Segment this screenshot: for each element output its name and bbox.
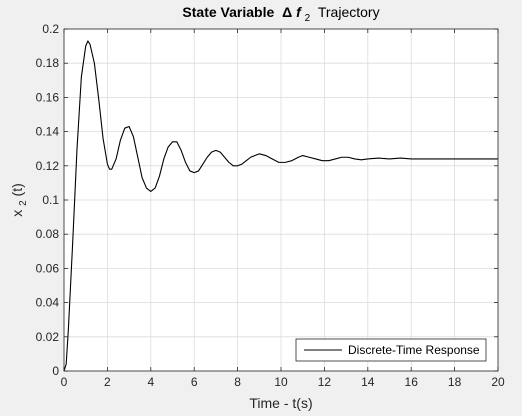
x-tick-label: 10 <box>274 375 288 389</box>
y-axis-label-base: x <box>9 210 25 217</box>
y-tick-label: 0.12 <box>36 159 60 173</box>
x-tick-label: 4 <box>147 375 154 389</box>
y-tick-label: 0.02 <box>36 330 60 344</box>
y-tick-label: 0.04 <box>36 296 60 310</box>
series-line-discrete-time-response <box>63 40 498 372</box>
chart-title-subscript: 2 <box>305 13 311 24</box>
y-tick-label: 0.1 <box>42 193 59 207</box>
y-tick-label: 0 <box>52 364 59 378</box>
tick-layer: 0 2 4 6 8 10 12 14 16 18 20 0 0.02 0.04 0.06 0.08 0.1 0.1… <box>36 22 505 389</box>
y-tick-label: 0.08 <box>36 227 60 241</box>
y-tick-label: 0.14 <box>36 125 60 139</box>
x-axis-label: Time - t(s) <box>249 395 312 411</box>
x-tick-label: 12 <box>318 375 332 389</box>
x-tick-label: 14 <box>361 375 375 389</box>
x-tick-label: 2 <box>104 375 111 389</box>
x-tick-label: 18 <box>448 375 462 389</box>
chart-title-bold: State Variable <box>182 4 274 20</box>
y-axis-label-subscript: 2 <box>18 200 29 206</box>
x-tick-label: 20 <box>491 375 505 389</box>
legend-box <box>295 338 487 362</box>
y-axis-label-suffix: (t) <box>9 183 25 196</box>
chart-title-rest: Trajectory <box>318 4 380 20</box>
x-tick-label: 6 <box>191 375 198 389</box>
legend-entry-label: Discrete-Time Response <box>348 343 480 357</box>
y-axis-label: x 2 (t) <box>9 183 29 217</box>
y-tick-label: 0.18 <box>36 56 60 70</box>
chart-title: State Variable Δ f 2 Trajectory <box>182 4 379 24</box>
y-tick-label: 0.2 <box>42 22 59 36</box>
chart-title-variable: f <box>296 4 302 20</box>
x-tick-label: 8 <box>234 375 241 389</box>
y-tick-label: 0.16 <box>36 90 60 104</box>
chart-title-symbol: Δ <box>282 4 292 20</box>
x-tick-label: 0 <box>61 375 68 389</box>
y-tick-label: 0.06 <box>36 261 60 275</box>
legend: Discrete-Time Response <box>295 338 487 362</box>
x-tick-label: 16 <box>405 375 419 389</box>
series-layer <box>63 40 498 372</box>
